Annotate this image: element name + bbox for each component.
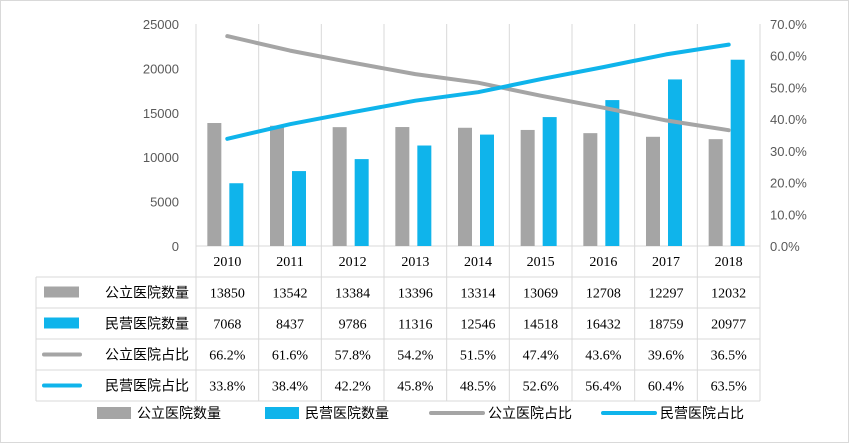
bar-0-2015: [520, 129, 535, 246]
line-series: [225, 34, 731, 141]
category-label: 2012: [339, 255, 367, 270]
table-cell: 7068: [213, 318, 241, 333]
left-tick-label: 15000: [143, 106, 179, 121]
legend-key-bar: [97, 407, 131, 419]
right-tick-label: 30.0%: [770, 144, 807, 159]
left-tick-label: 10000: [143, 150, 179, 165]
category-label: 2011: [276, 255, 303, 270]
row-label: 公立医院占比: [105, 348, 189, 364]
bar-0-2010: [207, 123, 222, 246]
bar-0-2018: [708, 139, 723, 246]
category-label: 2017: [652, 255, 680, 270]
table-cell: 18759: [649, 318, 684, 333]
table-cell: 13396: [398, 287, 433, 302]
bar-1-2013: [417, 145, 432, 246]
bar-series: [207, 59, 745, 247]
table-cell: 16432: [586, 318, 621, 333]
table-cell: 56.4%: [585, 380, 622, 395]
table-cell: 13850: [210, 287, 245, 302]
legend-label: 民营医院数量: [305, 406, 389, 422]
table-cell: 13542: [273, 287, 308, 302]
bar-1-2016: [605, 100, 620, 247]
bar-1-2011: [292, 171, 306, 246]
bar-1-2017: [668, 79, 682, 247]
table-cell: 20977: [711, 318, 746, 333]
table-cell: 13314: [461, 287, 496, 302]
right-tick-label: 10.0%: [770, 207, 807, 222]
category-label: 2010: [213, 255, 241, 270]
table-cell: 61.6%: [272, 349, 309, 364]
line-series-0: [225, 34, 731, 133]
row-label: 公立医院数量: [105, 286, 189, 302]
table-cell: 11316: [398, 318, 432, 333]
left-tick-label: 20000: [143, 61, 179, 76]
table-cell: 45.8%: [397, 380, 434, 395]
bar-0-2017: [646, 136, 660, 246]
right-tick-label: 40.0%: [770, 112, 807, 127]
table-cell: 38.4%: [272, 380, 309, 395]
legend-label: 民营医院占比: [660, 406, 744, 422]
category-label: 2016: [589, 255, 617, 270]
table-cell: 66.2%: [209, 349, 246, 364]
row-key-bar: [44, 286, 79, 298]
bar-1-2012: [354, 159, 369, 246]
right-tick-label: 50.0%: [770, 80, 807, 95]
right-axis-ticks: 70.0% 60.0% 50.0% 40.0% 30.0% 20.0% 10.0% 0.0%: [770, 17, 807, 254]
bar-1-2010: [229, 183, 244, 246]
line-series-1: [225, 42, 731, 141]
right-tick-label: 0.0%: [770, 239, 800, 254]
table-cell: 42.2%: [335, 380, 372, 395]
bar-0-2014: [458, 127, 472, 246]
table-cell: 13384: [335, 287, 370, 302]
bar-1-2018: [730, 59, 745, 246]
row-label: 民营医院数量: [105, 317, 189, 333]
table-cell: 57.8%: [335, 349, 372, 364]
bar-0-2012: [332, 127, 347, 246]
bar-0-2011: [270, 125, 284, 246]
table-cell: 48.5%: [460, 380, 497, 395]
table-cell: 47.4%: [523, 349, 560, 364]
table-cell: 8437: [276, 318, 304, 333]
category-label: 2013: [401, 255, 429, 270]
table-cell: 60.4%: [648, 380, 685, 395]
bar-0-2016: [583, 133, 598, 246]
table-cell: 51.5%: [460, 349, 497, 364]
legend-label: 公立医院数量: [137, 406, 221, 422]
table-cell: 33.8%: [209, 380, 246, 395]
right-tick-label: 20.0%: [770, 176, 807, 191]
left-tick-label: 5000: [150, 195, 179, 210]
table-cell: 12032: [711, 287, 746, 302]
chart-legend: 公立医院数量 民营医院数量 公立医院占比 民营医院占比: [97, 406, 744, 422]
category-label: 2014: [464, 255, 492, 270]
table-cell: 63.5%: [711, 380, 748, 395]
right-tick-label: 70.0%: [770, 17, 807, 32]
left-tick-label: 0: [172, 239, 179, 254]
table-cell: 36.5%: [711, 349, 748, 364]
bar-0-2013: [395, 127, 410, 246]
table-cell: 14518: [523, 318, 558, 333]
table-cell: 12546: [461, 318, 496, 333]
table-cell: 9786: [339, 318, 367, 333]
bar-1-2015: [542, 117, 557, 246]
legend-label: 公立医院占比: [488, 406, 572, 422]
table-cell: 12297: [649, 287, 684, 302]
table-cell: 43.6%: [585, 349, 622, 364]
table-cell: 13069: [523, 287, 558, 302]
bar-1-2014: [480, 134, 494, 246]
data-table-cells: 2010 2011 2012 2013 2014 2015 2016 2017 2018 公立医院…: [42, 255, 748, 395]
table-cell: 12708: [586, 287, 621, 302]
category-label: 2018: [715, 255, 743, 270]
table-cell: 52.6%: [523, 380, 560, 395]
table-cell: 39.6%: [648, 349, 685, 364]
row-label: 民营医院占比: [105, 379, 189, 395]
legend-key-bar: [265, 407, 299, 419]
row-key-bar: [44, 317, 79, 329]
right-tick-label: 60.0%: [770, 49, 807, 64]
table-cell: 54.2%: [397, 349, 434, 364]
left-axis-ticks: 25000 20000 15000 10000 5000 0: [143, 17, 179, 254]
left-tick-label: 25000: [143, 17, 179, 32]
category-label: 2015: [527, 255, 555, 270]
